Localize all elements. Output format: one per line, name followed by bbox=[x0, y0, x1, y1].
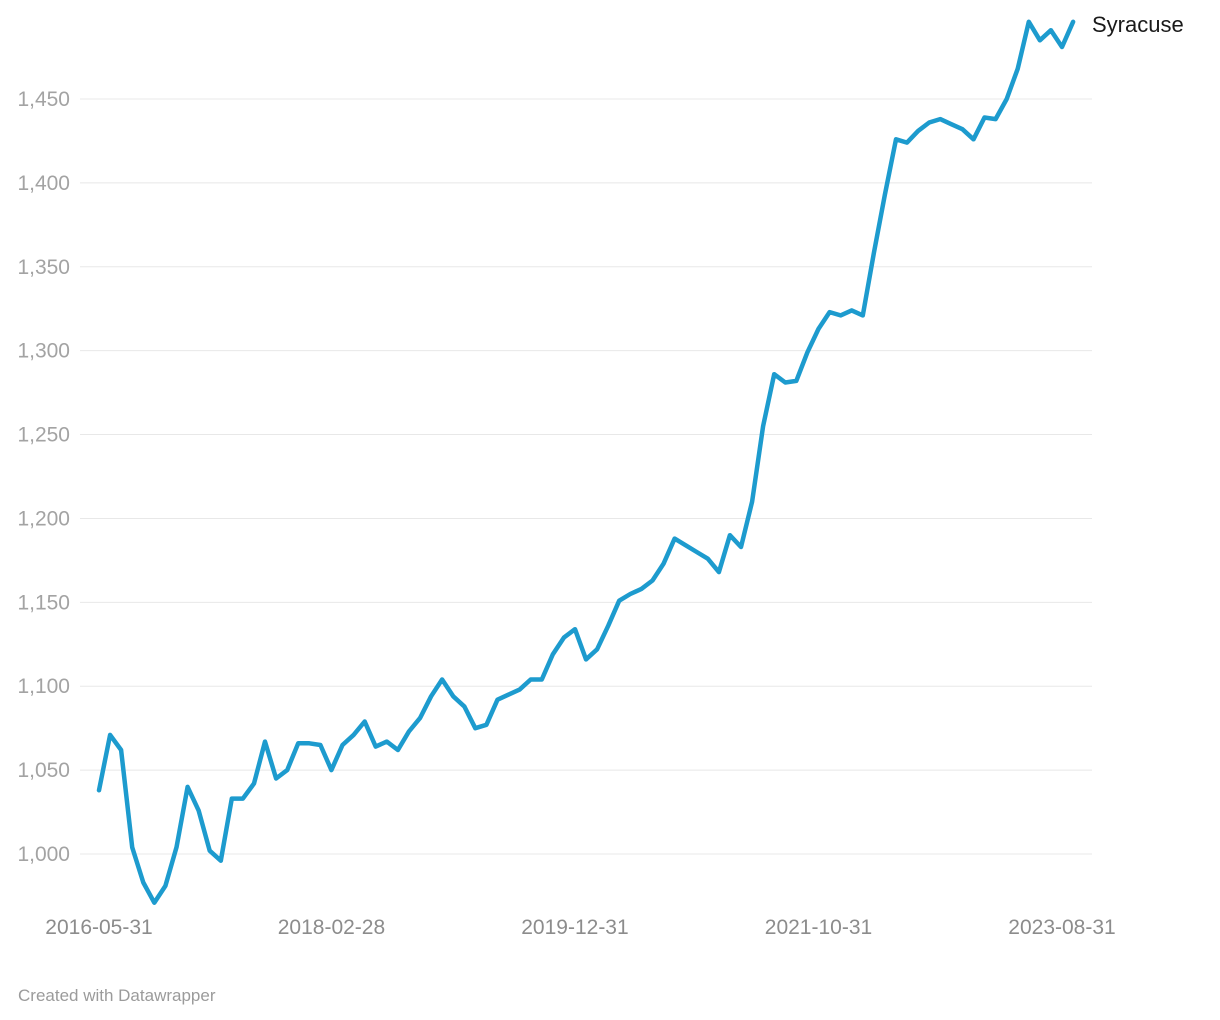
y-tick-label: 1,100 bbox=[17, 675, 70, 698]
y-tick-label: 1,300 bbox=[17, 340, 70, 363]
series-line-syracuse bbox=[96, 19, 1076, 905]
x-tick-label: 2016-05-31 bbox=[45, 916, 152, 939]
x-tick-label: 2018-02-28 bbox=[278, 916, 385, 939]
y-tick-label: 1,250 bbox=[17, 424, 70, 447]
y-tick-label: 1,450 bbox=[17, 88, 70, 111]
y-tick-label: 1,050 bbox=[17, 759, 70, 782]
y-tick-label: 1,150 bbox=[17, 591, 70, 614]
attribution-text: Created with Datawrapper bbox=[18, 986, 216, 1005]
y-tick-label: 1,350 bbox=[17, 256, 70, 279]
y-tick-label: 1,000 bbox=[17, 843, 70, 866]
y-tick-label: 1,400 bbox=[17, 172, 70, 195]
series-label-syracuse: Syracuse bbox=[1092, 12, 1184, 37]
x-tick-label: 2019-12-31 bbox=[521, 916, 628, 939]
x-tick-label: 2023-08-31 bbox=[1008, 916, 1115, 939]
x-tick-label: 2021-10-31 bbox=[765, 916, 872, 939]
y-tick-label: 1,200 bbox=[17, 507, 70, 530]
